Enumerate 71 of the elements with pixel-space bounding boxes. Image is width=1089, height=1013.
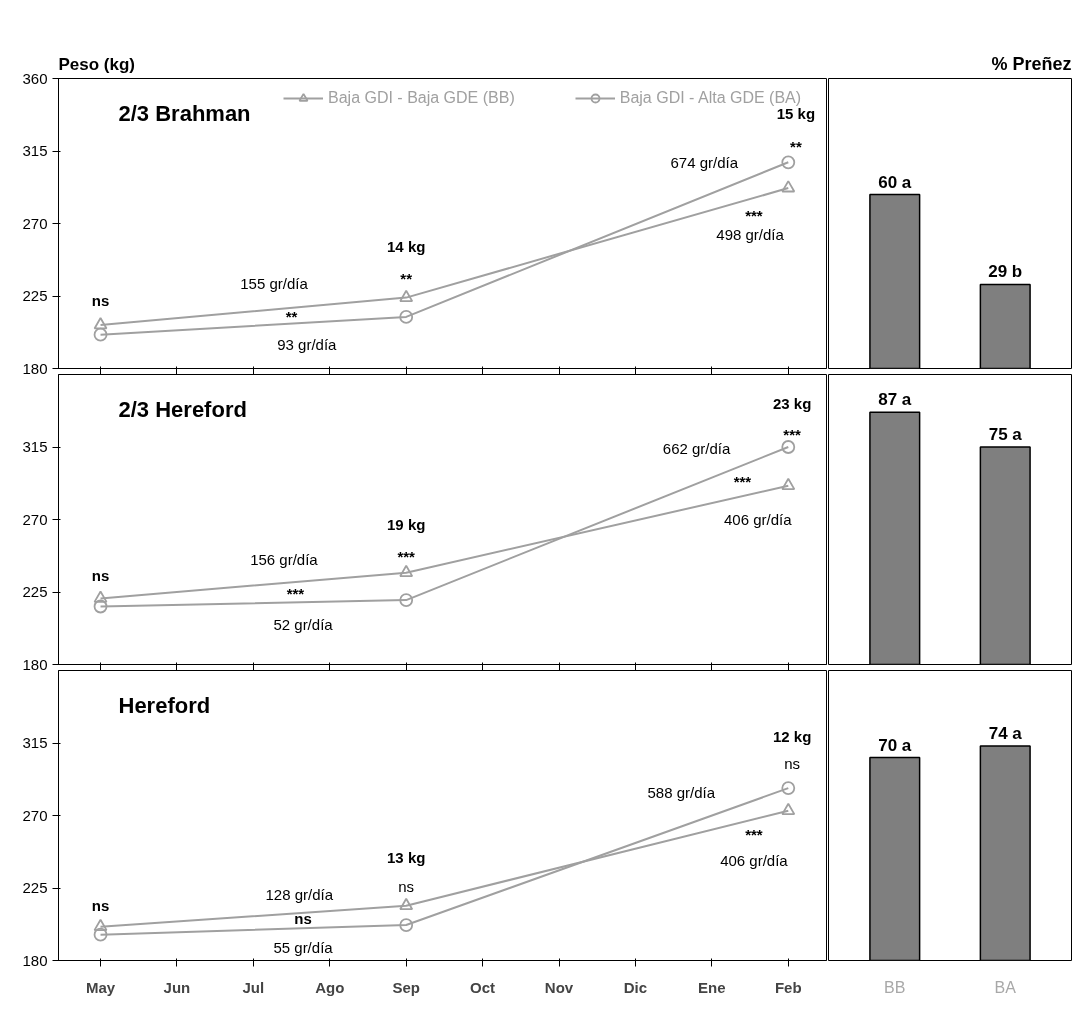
x-tick-label: BB — [884, 978, 906, 996]
x-tick-label: Oct — [470, 978, 496, 996]
data-label: 75 a — [988, 425, 1023, 445]
annotation: 93 gr/día — [277, 335, 338, 353]
y-tick-label: 180 — [22, 951, 48, 969]
annotation: ns — [784, 755, 801, 773]
data-label: 87 a — [878, 390, 912, 410]
data-label: 70 a — [878, 735, 912, 755]
x-tick-label: Jun — [163, 978, 191, 996]
annotation: 156 gr/día — [250, 551, 319, 569]
data-label: 74 a — [988, 724, 1023, 744]
annotation: 406 gr/día — [720, 852, 789, 870]
y-tick-label: 270 — [22, 214, 48, 232]
y-tick-label: 225 — [22, 287, 48, 304]
data-label: 29 b — [988, 262, 1023, 282]
annotation: 15 kg — [776, 105, 816, 123]
x-tick-label: Sep — [392, 978, 420, 996]
x-tick-label: Ene — [698, 978, 726, 996]
annotation: ns — [91, 292, 110, 310]
annotation: 155 gr/día — [240, 274, 309, 292]
annotation: *** — [745, 206, 763, 224]
annotation: ** — [790, 137, 802, 155]
legend-label: Baja GDI - Baja GDE (BB) — [328, 89, 515, 107]
x-tick-label: Nov — [544, 978, 574, 996]
x-tick-label: Feb — [774, 978, 802, 996]
annotation: 55 gr/día — [273, 939, 334, 957]
data-label: 60 a — [878, 172, 912, 192]
y-tick-label: 270 — [22, 510, 48, 528]
annotation: 128 gr/día — [265, 885, 334, 903]
annotation: ns — [91, 567, 110, 585]
y-tick-label: 180 — [22, 359, 48, 377]
annotation: *** — [286, 585, 305, 603]
y-tick-label: 315 — [22, 734, 48, 751]
y-axis-title: Peso (kg) — [58, 54, 136, 74]
annotation: *** — [733, 473, 752, 491]
annotation: 14 kg — [387, 237, 426, 255]
annotation: 588 gr/día — [647, 784, 716, 802]
x-tick-label: May — [85, 978, 116, 996]
annotation: 23 kg — [772, 395, 812, 412]
annotation: 674 gr/día — [670, 153, 739, 171]
x-tick-label: Ago — [315, 978, 345, 996]
annotation: 19 kg — [387, 515, 426, 533]
annotation: ** — [285, 308, 298, 326]
annotation: ns — [91, 897, 110, 915]
y-tick-label: 225 — [22, 879, 48, 896]
y-tick-label: 315 — [22, 438, 48, 455]
x-tick-label: Dic — [623, 978, 648, 996]
annotation: ** — [400, 269, 413, 287]
text: 2/3 Brahman — [118, 100, 251, 126]
annotation: 52 gr/día — [273, 615, 334, 633]
annotation: ns — [294, 910, 312, 928]
annotation: *** — [745, 826, 763, 844]
x-tick-label: Jul — [242, 978, 265, 996]
text: Hereford — [118, 692, 211, 718]
annotation: 406 gr/día — [723, 511, 793, 528]
y-tick-label: 225 — [22, 583, 48, 600]
y-tick-label: 360 — [22, 69, 48, 87]
y-tick-label: 180 — [22, 655, 48, 673]
legend-label: Baja GDI - Alta GDE (BA) — [619, 89, 802, 107]
annotation: ns — [398, 877, 415, 895]
x-tick-label: BA — [994, 978, 1017, 996]
annotation: *** — [783, 425, 802, 443]
chart-title: % Preñez — [991, 53, 1072, 74]
y-tick-label: 315 — [22, 142, 48, 159]
annotation: 12 kg — [772, 728, 812, 746]
annotation: 13 kg — [387, 848, 426, 866]
annotation: *** — [397, 548, 416, 566]
annotation: 662 gr/día — [662, 440, 732, 458]
annotation: 498 gr/día — [716, 226, 785, 244]
text: 2/3 Hereford — [118, 396, 247, 422]
y-tick-label: 270 — [22, 806, 48, 824]
